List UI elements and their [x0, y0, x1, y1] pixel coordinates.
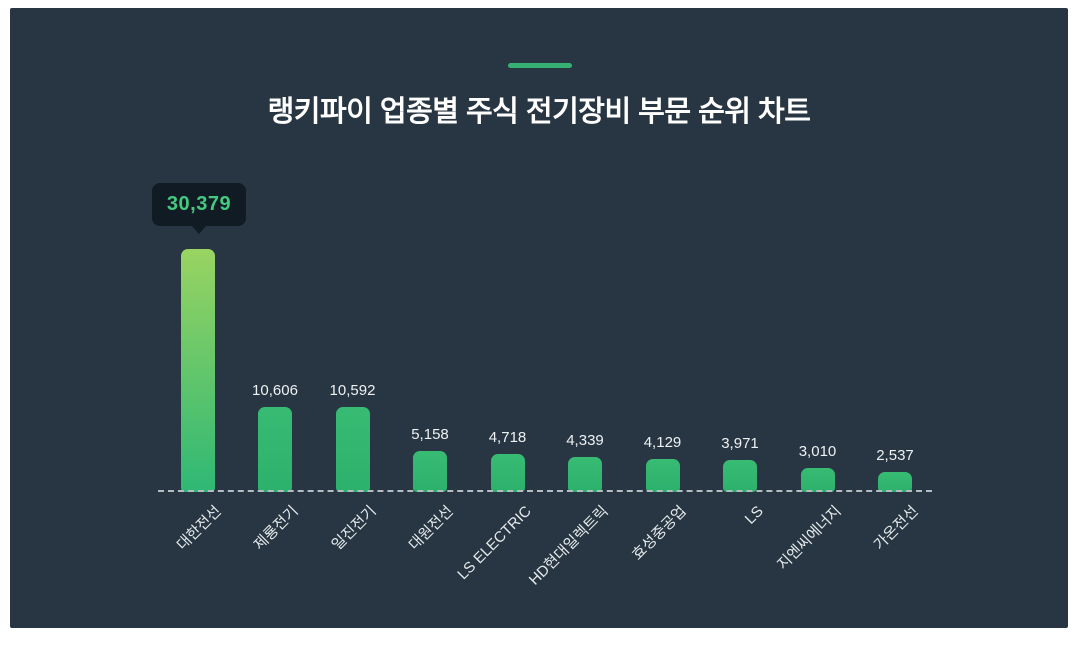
plot-area: 대한전선 10,606 제룡전기 10,592 일진전기 5,158 대원전선 4,718 LS… [10, 8, 1068, 628]
value-label-8: 3,010 [798, 443, 837, 460]
bar-2[interactable] [335, 407, 370, 492]
bar-6[interactable] [645, 459, 680, 492]
bar-4[interactable] [490, 454, 525, 492]
chart-panel: 랭키파이 업종별 주식 전기장비 부문 순위 차트 대한전선 10,606 제룡전기… [10, 8, 1068, 628]
axis-baseline [158, 490, 932, 492]
accent-dash [508, 63, 572, 68]
tooltip: 30,379 [152, 183, 246, 226]
value-label-4: 4,718 [488, 429, 527, 446]
chart-title: 랭키파이 업종별 주식 전기장비 부문 순위 차트 [267, 96, 811, 128]
bar-0[interactable] [180, 249, 215, 492]
bar-1[interactable] [258, 407, 292, 492]
value-label-3: 5,158 [411, 426, 449, 443]
value-label-2: 10,592 [329, 382, 376, 399]
bar-3[interactable] [413, 451, 447, 492]
value-label-1: 10,606 [252, 382, 298, 399]
bar-8[interactable] [800, 468, 835, 492]
bar-5[interactable] [568, 457, 602, 492]
value-label-9: 2,537 [876, 447, 914, 464]
value-label-5: 4,339 [566, 432, 604, 449]
tooltip-value: 30,379 [166, 193, 232, 215]
bar-9[interactable] [878, 472, 912, 492]
tooltip-pointer-icon [192, 226, 206, 234]
value-label-7: 3,971 [721, 435, 759, 452]
value-label-6: 4,129 [643, 434, 682, 451]
bar-7[interactable] [723, 460, 757, 492]
